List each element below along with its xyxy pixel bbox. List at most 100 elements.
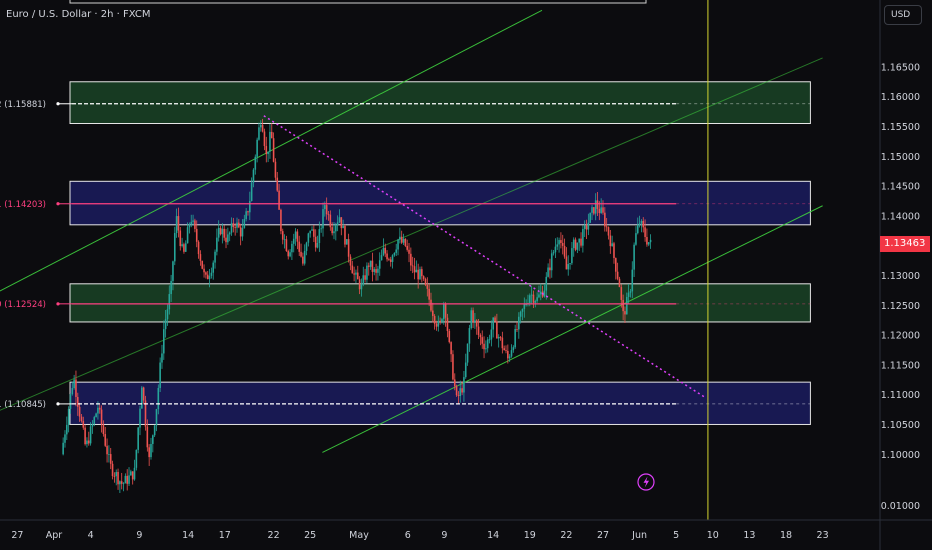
candle-222: [468, 324, 471, 352]
candle-188: [406, 239, 408, 252]
candle-175: [382, 238, 385, 257]
candle-278: [571, 242, 573, 265]
candle-151: [338, 209, 341, 224]
currency-selector[interactable]: USD: [884, 5, 922, 25]
candle-224: [472, 307, 474, 329]
candle-233: [488, 334, 491, 344]
candle-92: [230, 217, 233, 236]
candle-304: [618, 276, 621, 288]
candle-240: [501, 331, 504, 354]
candle-217: [459, 380, 462, 403]
candle-174: [380, 249, 383, 261]
candle-13: [86, 437, 88, 448]
candle-58: [168, 285, 171, 315]
x-tick-label-6: 22: [268, 530, 280, 541]
candle-53: [159, 357, 161, 393]
candle-152: [340, 217, 343, 236]
candle-61: [173, 226, 176, 266]
candle-208: [442, 301, 445, 325]
candle-168: [369, 260, 372, 270]
candle-94: [234, 223, 236, 236]
candle-200: [428, 283, 430, 307]
candle-183: [397, 238, 399, 256]
candle-118: [278, 183, 280, 210]
candle-91: [228, 231, 231, 242]
candle-113: [269, 123, 271, 159]
candle-244: [508, 354, 511, 362]
candle-147: [331, 222, 333, 236]
candle-276: [567, 255, 570, 276]
candle-32: [120, 472, 123, 490]
candle-309: [627, 283, 630, 305]
candle-201: [430, 292, 432, 313]
candle-321: [649, 234, 652, 249]
candle-216: [457, 391, 460, 404]
candle-133: [305, 241, 308, 256]
flash-icon[interactable]: [637, 473, 655, 491]
y-tick-label-5: 1.14000: [881, 211, 920, 222]
candle-196: [421, 266, 423, 283]
candle-163: [360, 278, 363, 297]
candle-225: [474, 313, 476, 329]
candle-73: [195, 220, 198, 248]
candle-211: [448, 328, 451, 344]
candle-103: [250, 177, 253, 202]
level-label-2: 0 (1.12524): [0, 300, 46, 310]
candle-104: [252, 168, 255, 188]
candles-layer: [62, 118, 652, 493]
candle-11: [82, 416, 85, 430]
candle-219: [463, 371, 465, 402]
candle-57: [166, 304, 169, 326]
candle-111: [265, 136, 268, 163]
candle-130: [300, 243, 302, 258]
candle-43: [141, 385, 143, 409]
time-axis[interactable]: 27 Apr 4 9 14 17 22 25 May 6 9 14 19 22 27 Jun 5 10 13 18 23: [11, 530, 828, 541]
candle-209: [444, 302, 447, 327]
candle-275: [565, 247, 568, 270]
candle-137: [313, 225, 315, 243]
candle-107: [258, 122, 260, 141]
candle-287: [587, 213, 590, 236]
candle-116: [274, 158, 277, 181]
candle-221: [466, 343, 469, 366]
candle-15: [89, 422, 92, 446]
candle-251: [521, 308, 524, 321]
candle-68: [186, 222, 189, 244]
candle-102: [249, 191, 251, 221]
candle-180: [391, 254, 394, 269]
candle-269: [554, 238, 557, 258]
candle-160: [355, 269, 357, 284]
candle-80: [208, 268, 211, 288]
symbol-title[interactable]: Euro / U.S. Dollar · 2h · FXCM: [6, 9, 151, 20]
candle-302: [615, 257, 617, 280]
candle-234: [490, 320, 493, 347]
candle-124: [289, 249, 291, 258]
x-tick-label-12: 19: [524, 530, 536, 541]
candle-202: [432, 302, 434, 323]
candle-156: [347, 233, 350, 263]
candle-148: [333, 221, 335, 240]
level-label-1: 1 (1.14203): [0, 200, 46, 210]
candle-205: [437, 315, 440, 332]
candle-185: [400, 230, 403, 245]
candle-315: [638, 215, 641, 228]
x-tick-label-16: 5: [673, 530, 679, 541]
candle-127: [294, 228, 297, 246]
candle-128: [296, 229, 299, 250]
candle-25: [108, 445, 110, 463]
candle-18: [95, 412, 97, 418]
candle-228: [479, 333, 482, 346]
candle-199: [426, 277, 429, 297]
candle-295: [602, 200, 604, 215]
candle-28: [113, 472, 116, 483]
candle-24: [106, 438, 108, 463]
candle-52: [157, 384, 160, 415]
candle-162: [358, 276, 361, 295]
candle-132: [303, 244, 306, 266]
candle-5: [71, 381, 74, 396]
candle-166: [366, 262, 368, 284]
channel-line-1: [0, 57, 823, 411]
candle-135: [309, 230, 311, 238]
candle-220: [464, 353, 467, 379]
